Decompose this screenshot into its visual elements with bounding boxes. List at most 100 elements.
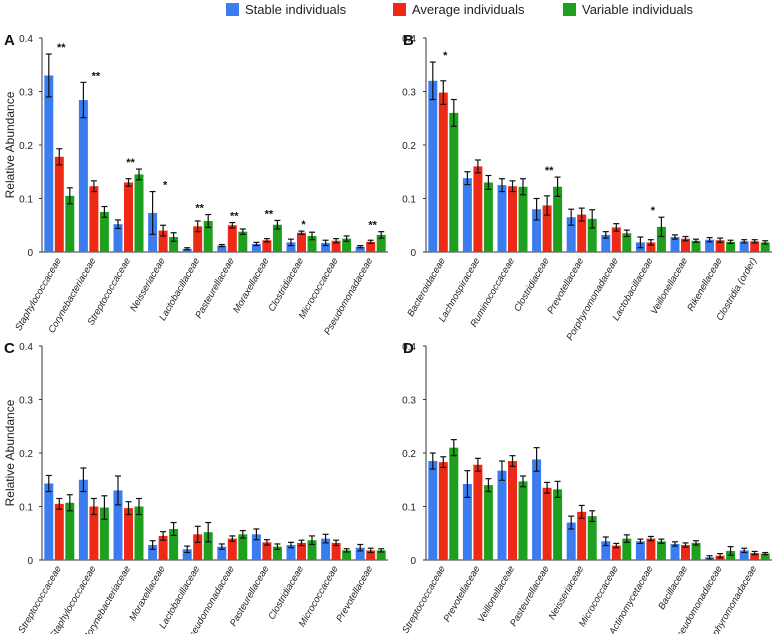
- bar-average-individuals-pasteurellaceae: [262, 542, 272, 560]
- y-tick-label: 0.4: [402, 342, 416, 353]
- bar-average-individuals-bacteroidaceae: [438, 92, 448, 252]
- significance-annotation: **: [195, 203, 204, 215]
- bar-variable-individuals-clostridiaceae: [307, 235, 317, 252]
- x-tick-label-veillonellaceae: Veillonellaceae: [476, 564, 517, 625]
- bar-stable-individuals-clostridiaceae: [286, 242, 296, 252]
- bar-stable-individuals-bacillaceae: [670, 543, 680, 560]
- y-tick-label: 0.1: [19, 503, 33, 514]
- bar-stable-individuals-veillonellaceae: [497, 470, 507, 560]
- legend: Stable individuals Average individuals V…: [0, 0, 778, 20]
- y-tick-label: 0.3: [19, 88, 33, 99]
- bar-stable-individuals-clostridia-order: [739, 241, 749, 252]
- bar-average-individuals-micrococcaceae: [611, 545, 621, 560]
- bar-average-individuals-micrococcaceae: [331, 240, 341, 252]
- bar-variable-individuals-micrococcaceae: [342, 550, 352, 560]
- panel-label: D: [403, 340, 414, 357]
- bar-variable-individuals-pasteurellaceae: [238, 231, 248, 252]
- bar-variable-individuals-streptococcaceae: [65, 502, 75, 560]
- bar-stable-individuals-pasteurellaceae: [251, 534, 261, 560]
- bar-average-individuals-moraxellaceae: [262, 240, 272, 252]
- bar-stable-individuals-porphyromonadaceae: [601, 234, 611, 252]
- bar-stable-individuals-rikenellaceae: [705, 239, 715, 252]
- bar-average-individuals-streptococcaceae: [438, 462, 448, 560]
- bar-stable-individuals-staphylococcaceae: [44, 75, 54, 252]
- bar-variable-individuals-rikenellaceae: [726, 241, 736, 252]
- bar-variable-individuals-streptococcaceae: [449, 447, 459, 560]
- bar-average-individuals-ruminococcaceae: [508, 186, 517, 252]
- significance-annotation: **: [545, 165, 554, 177]
- x-tick-label-clostridiaceae: Clostridiaceae: [512, 256, 552, 314]
- bar-average-individuals-actinomycetaceae: [646, 538, 656, 560]
- bar-average-individuals-staphylococcaceae: [54, 156, 64, 252]
- bar-stable-individuals-corynebacteriaceae: [78, 100, 88, 252]
- x-tick-label-streptococcaceae: Streptococcaceae: [400, 564, 448, 634]
- legend-label-stable: Stable individuals: [245, 1, 347, 17]
- legend-item-stable: Stable individuals: [226, 1, 346, 17]
- x-tick-label-veillonellaceae: Veillonellaceae: [649, 256, 690, 317]
- bar-stable-individuals-actinomycetaceae: [635, 541, 645, 560]
- bar-stable-individuals-moraxellaceae: [148, 545, 158, 560]
- bar-variable-individuals-corynebacteriaceae: [99, 211, 109, 252]
- bar-variable-individuals-porphyromonadaceae: [622, 233, 632, 252]
- x-tick-label-rikenellaceae: Rikenellaceae: [685, 256, 724, 313]
- y-tick-label: 0: [410, 556, 416, 567]
- y-tick-label: 0.2: [19, 449, 33, 460]
- y-axis-label: Relative Abundance: [3, 399, 17, 506]
- y-tick-label: 0.3: [402, 396, 416, 407]
- panel-d: D 0 0.1 0.2 0.3 0.4 StreptococcaceaePrevotella…: [400, 340, 772, 634]
- bar-variable-individuals-pasteurellaceae: [272, 546, 282, 560]
- bar-variable-individuals-veillonellaceae: [518, 481, 528, 560]
- bar-stable-individuals-corynebacteriaceae: [113, 490, 123, 560]
- y-tick-label: 0.1: [402, 503, 416, 514]
- bar-average-individuals-clostridiaceae: [297, 232, 306, 252]
- bar-variable-individuals-lactobacillaceae: [203, 532, 213, 560]
- bar-variable-individuals-corynebacteriaceae: [134, 506, 144, 560]
- bar-stable-individuals-ruminococcaceae: [497, 185, 507, 252]
- bar-variable-individuals-prevotellaceae: [376, 550, 386, 560]
- panel-b: B00.10.20.30.4*BacteroidaceaeLachnospira…: [402, 32, 772, 342]
- bar-variable-individuals-clostridiaceae: [553, 186, 563, 252]
- bar-variable-individuals-pseudomonadaceae: [376, 234, 386, 252]
- panel-label: B: [403, 32, 414, 49]
- bar-average-individuals-lachnospiraceae: [473, 166, 483, 252]
- x-tick-label-moraxellaceae: Moraxellaceae: [127, 564, 167, 623]
- bar-variable-individuals-pseudomonadaceae: [238, 534, 248, 560]
- bar-stable-individuals-lachnospiraceae: [462, 178, 472, 252]
- y-tick-label: 0.1: [402, 195, 416, 206]
- bar-variable-individuals-actinomycetaceae: [656, 541, 666, 560]
- bar-stable-individuals-prevotellaceae: [462, 484, 472, 560]
- bar-average-individuals-lactobacillaceae: [193, 534, 203, 560]
- legend-label-variable: Variable individuals: [582, 1, 694, 17]
- significance-annotation: *: [163, 180, 168, 192]
- y-tick-label: 0: [27, 248, 33, 259]
- bar-stable-individuals-clostridiaceae: [286, 545, 296, 560]
- bar-average-individuals-lactobacillaceae: [193, 226, 203, 252]
- y-tick-label: 0.4: [402, 34, 416, 45]
- legend-swatch-stable: [226, 2, 239, 16]
- bar-variable-individuals-lachnospiraceae: [483, 182, 493, 252]
- bar-variable-individuals-ruminococcaceae: [518, 186, 528, 252]
- bar-variable-individuals-streptococcaceae: [134, 174, 144, 252]
- significance-annotation: **: [126, 157, 135, 169]
- bar-average-individuals-veillonellaceae: [681, 238, 690, 252]
- bar-stable-individuals-veillonellaceae: [670, 237, 680, 252]
- bar-stable-individuals-staphylococcaceae: [78, 479, 88, 560]
- bar-variable-individuals-clostridiaceae: [307, 540, 317, 560]
- bar-variable-individuals-micrococcaceae: [342, 238, 352, 252]
- bar-average-individuals-pseudomonadaceae: [366, 241, 376, 252]
- bar-average-individuals-corynebacteriaceae: [124, 508, 133, 560]
- y-tick-label: 0.1: [19, 195, 33, 206]
- bar-variable-individuals-moraxellaceae: [169, 528, 179, 560]
- bar-average-individuals-prevotellaceae: [577, 214, 587, 252]
- bar-average-individuals-streptococcaceae: [124, 182, 133, 252]
- bar-stable-individuals-pseudomonadaceae: [217, 546, 227, 560]
- bar-variable-individuals-staphylococcaceae: [99, 507, 109, 560]
- bar-average-individuals-prevotellaceae: [473, 464, 483, 560]
- x-tick-label-prevotellaceae: Prevotellaceae: [334, 564, 375, 624]
- bar-average-individuals-corynebacteriaceae: [89, 186, 99, 252]
- bar-variable-individuals-porphyromonadaceae: [760, 553, 770, 560]
- bar-variable-individuals-lactobacillaceae: [203, 220, 213, 252]
- legend-swatch-average: [393, 2, 406, 16]
- bar-variable-individuals-neisseriaceae: [169, 237, 179, 252]
